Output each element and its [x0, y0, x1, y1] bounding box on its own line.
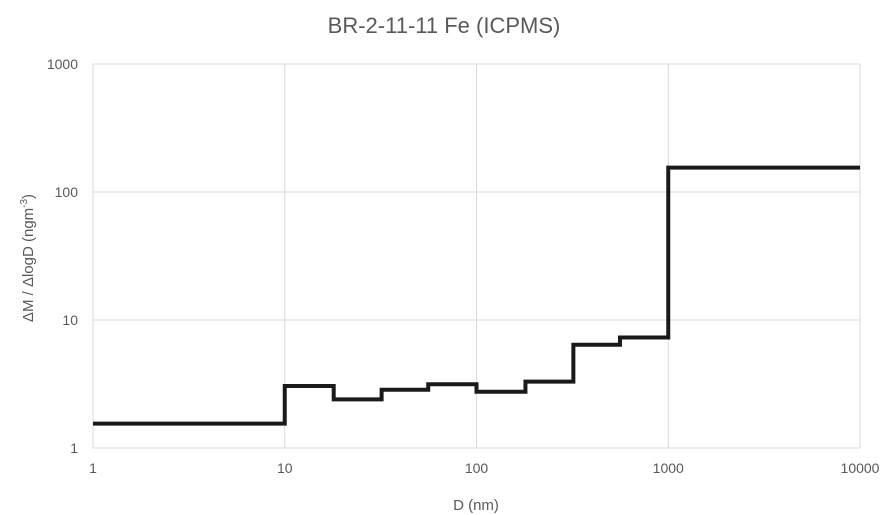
- x-axis-label: D (nm): [453, 497, 499, 514]
- y-tick-label: 1000: [47, 56, 78, 72]
- y-axis-label-main: ΔM / ΔlogD (ngm: [20, 208, 37, 322]
- y-tick-label: 100: [55, 184, 79, 200]
- y-axis-label-close: ): [20, 194, 37, 199]
- chart-title: BR-2-11-11 Fe (ICPMS): [328, 13, 561, 38]
- x-tick-label: 100: [465, 460, 489, 476]
- y-axis-label-sup: -3: [19, 199, 30, 208]
- y-axis-label: ΔM / ΔlogD (ngm-3): [19, 194, 37, 322]
- series-group: [93, 165, 860, 426]
- y-axis-ticks: 1 10 100 1000: [47, 56, 78, 456]
- series-line: [93, 165, 860, 426]
- x-tick-label: 10: [277, 460, 293, 476]
- x-axis-ticks: 1 10 100 1000 10000: [89, 460, 880, 476]
- x-tick-label: 1000: [653, 460, 684, 476]
- x-tick-label: 10000: [841, 460, 880, 476]
- x-tick-label: 1: [89, 460, 97, 476]
- grid: [92, 63, 861, 449]
- y-tick-label: 1: [70, 440, 78, 456]
- y-tick-label: 10: [62, 312, 78, 328]
